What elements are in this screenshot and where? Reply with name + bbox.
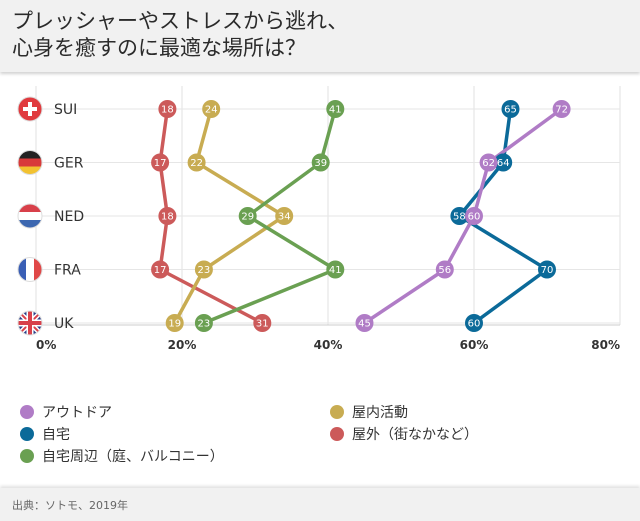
flag-ger-icon <box>18 150 42 175</box>
data-label-home_surroundings: 41 <box>329 105 342 116</box>
data-point-home <box>465 314 483 332</box>
data-point-home <box>450 207 469 225</box>
legend-swatch-outside <box>330 427 344 441</box>
data-label-outdoor: 56 <box>438 265 451 276</box>
data-label-outside: 31 <box>256 319 269 330</box>
legend-item-home-surroundings: 自宅周辺（庭、バルコニー） <box>20 446 224 466</box>
data-label-home: 70 <box>541 265 554 276</box>
legend-item-indoor: 屋内活動 <box>330 402 408 422</box>
data-point-indoor <box>194 260 213 279</box>
legend-label-home-surroundings: 自宅周辺（庭、バルコニー） <box>42 449 224 465</box>
data-point-outdoor <box>465 207 483 225</box>
data-point-home <box>494 153 513 172</box>
country-label-ger: GER <box>54 156 84 172</box>
data-label-indoor: 22 <box>190 158 203 169</box>
data-point-indoor <box>187 153 206 172</box>
source-note: 出典：ソトモ、2019年 <box>12 499 128 512</box>
flag-border <box>17 257 43 282</box>
header: プレッシャーやストレスから逃れ、 心身を癒すのに最適な場所は？ <box>0 0 640 72</box>
data-label-outdoor: 60 <box>468 212 481 223</box>
legend: アウトドア 自宅 自宅周辺（庭、バルコニー） 屋内活動 屋外（街なかなど） <box>20 402 620 472</box>
data-label-home: 64 <box>497 158 510 169</box>
footer: 出典：ソトモ、2019年 <box>0 488 640 521</box>
data-point-outside <box>151 260 170 279</box>
data-label-home_surroundings: 23 <box>198 319 211 330</box>
data-point-outside <box>158 100 177 118</box>
country-label-sui: SUI <box>54 102 77 118</box>
legend-label-outside: 屋外（街なかなど） <box>352 427 478 443</box>
x-tick-label: 80% <box>591 338 620 352</box>
legend-label-home: 自宅 <box>42 427 70 443</box>
legend-label-outdoor: アウトドア <box>42 405 112 421</box>
data-point-outdoor <box>552 100 571 118</box>
x-tick-label: 60% <box>460 338 489 352</box>
flag-border <box>17 310 43 336</box>
legend-swatch-home <box>20 427 34 441</box>
data-label-home_surroundings: 41 <box>329 265 342 276</box>
x-tick-label: 40% <box>314 338 343 352</box>
data-point-indoor <box>165 314 184 332</box>
country-label-ned: NED <box>54 209 84 225</box>
data-label-home: 65 <box>504 105 517 116</box>
flag-fra-icon <box>18 257 42 282</box>
data-point-home <box>501 100 520 118</box>
flag-border <box>17 203 43 229</box>
data-label-home_surroundings: 39 <box>314 158 327 169</box>
data-label-home_surroundings: 29 <box>241 212 254 223</box>
data-point-home_surroundings <box>238 207 257 225</box>
data-point-home_surroundings <box>326 260 345 279</box>
flag-ned-icon <box>18 204 42 228</box>
data-point-outdoor <box>355 314 374 332</box>
legend-item-outside: 屋外（街なかなど） <box>330 424 478 444</box>
data-point-indoor <box>202 100 221 118</box>
data-label-indoor: 19 <box>168 319 181 330</box>
x-tick-label: 20% <box>168 338 197 352</box>
data-label-outside: 17 <box>154 265 167 276</box>
legend-swatch-indoor <box>330 405 344 419</box>
data-point-home_surroundings <box>194 314 213 332</box>
country-label-uk: UK <box>54 316 74 332</box>
flag-sui-icon <box>18 97 42 121</box>
data-point-outside <box>158 207 177 225</box>
data-point-home <box>538 260 556 279</box>
data-label-outdoor: 45 <box>358 319 371 330</box>
legend-item-outdoor: アウトドア <box>20 402 112 422</box>
chart-title: プレッシャーやストレスから逃れ、 心身を癒すのに最適な場所は？ <box>12 9 349 60</box>
data-point-home_surroundings <box>311 153 330 172</box>
data-label-home: 58 <box>453 212 466 223</box>
chart-area: 0% 20% 40% 60% 80% SUI GER NED FRA UK 18 17 18 17 31 24… <box>0 78 640 368</box>
data-point-home_surroundings <box>326 100 345 118</box>
data-point-outdoor <box>435 260 454 279</box>
data-label-home: 60 <box>468 319 481 330</box>
flag-uk-icon <box>18 311 42 335</box>
data-label-outside: 18 <box>161 212 174 223</box>
data-label-indoor: 34 <box>278 212 291 223</box>
data-label-outside: 18 <box>161 105 174 116</box>
data-label-outside: 17 <box>154 158 167 169</box>
data-label-outdoor: 62 <box>482 158 495 169</box>
flag-border <box>17 150 43 175</box>
data-point-outdoor <box>479 153 498 172</box>
data-point-outside <box>253 314 272 332</box>
data-point-outside <box>151 153 170 172</box>
legend-swatch-outdoor <box>20 405 34 419</box>
flag-border <box>17 96 43 122</box>
data-label-indoor: 24 <box>205 105 218 116</box>
dot-plot-chart: 0% 20% 40% 60% 80% SUI GER NED FRA UK 18 17 18 17 31 24… <box>17 86 621 352</box>
data-label-indoor: 23 <box>198 265 211 276</box>
data-point-indoor <box>275 207 294 225</box>
legend-label-indoor: 屋内活動 <box>352 405 408 421</box>
x-tick-label: 0% <box>36 338 56 352</box>
country-label-fra: FRA <box>54 263 81 279</box>
data-label-outdoor: 72 <box>555 105 568 116</box>
legend-swatch-home-surroundings <box>20 449 34 463</box>
legend-item-home: 自宅 <box>20 424 70 444</box>
